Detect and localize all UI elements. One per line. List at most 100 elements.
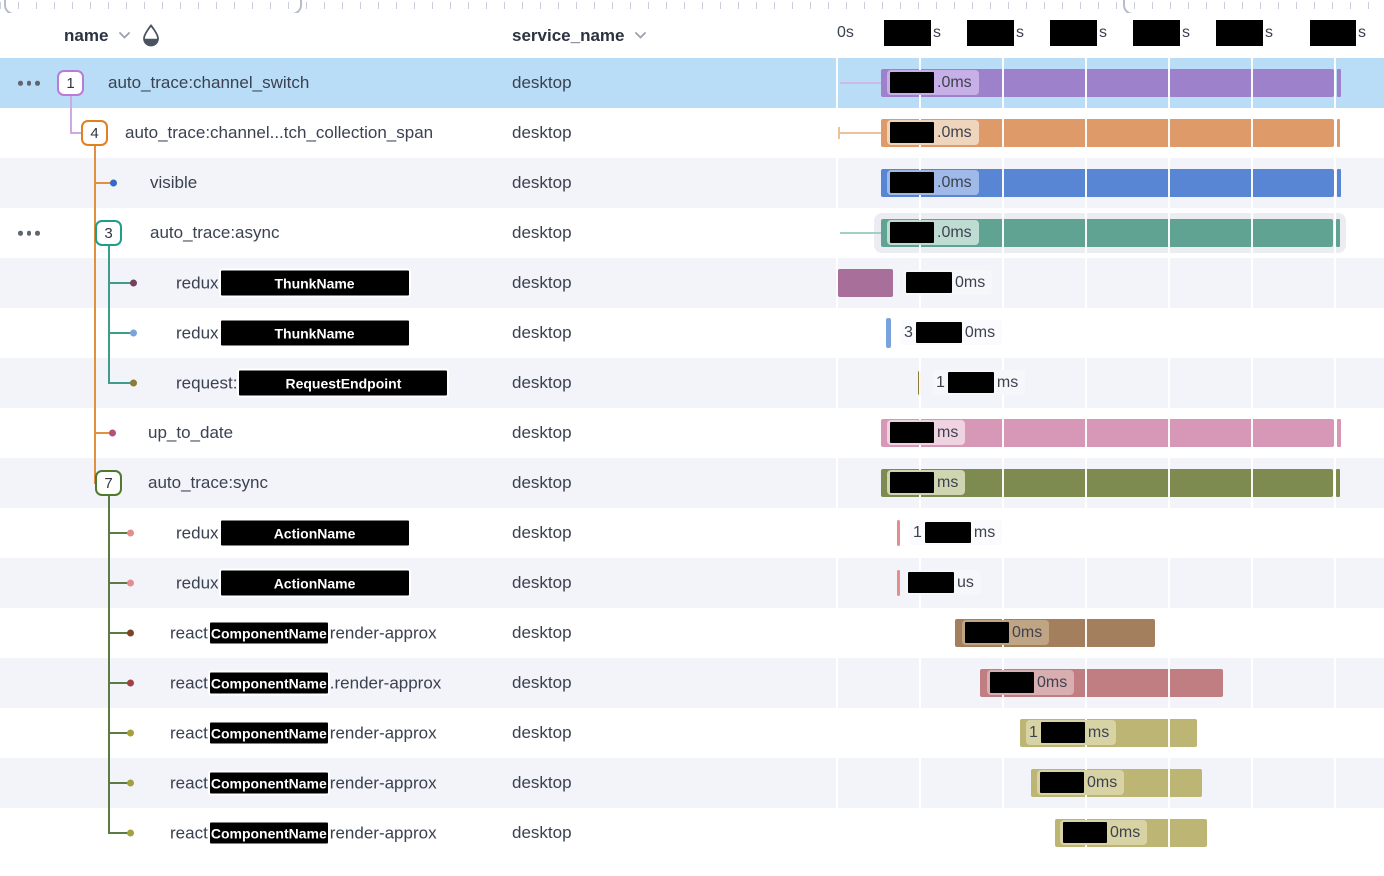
duration-label: 0ms: [987, 670, 1075, 695]
span-name: auto_trace:async: [150, 223, 279, 243]
span-name-suffix: render-approx: [329, 723, 437, 742]
duration-label: 3 0ms: [901, 320, 1003, 345]
time-tick-label: 0s: [837, 24, 854, 41]
span-row[interactable]: request: RequestEndpoint desktop 1 ms: [0, 358, 1384, 408]
span-type-dot: [127, 729, 134, 737]
service-name-value: desktop: [512, 123, 572, 142]
chevron-down-icon: [119, 32, 131, 39]
redacted-duration-box: [915, 322, 962, 343]
span-count-badge[interactable]: 4: [81, 120, 108, 146]
service-name-value: desktop: [512, 173, 572, 192]
minimap-selection-left[interactable]: [4, 0, 302, 13]
span-row[interactable]: react ComponentName render-approx desktop 1…: [0, 708, 1384, 758]
duration-label: us: [905, 570, 981, 595]
span-row[interactable]: react ComponentName render-approx desktop 0m…: [0, 608, 1384, 658]
service-name-value: desktop: [512, 523, 572, 542]
span-name: redux ActionName: [176, 518, 411, 548]
span-count-badge[interactable]: 3: [95, 220, 122, 246]
redacted-duration-box: [947, 372, 994, 393]
span-row[interactable]: 1 auto_trace:channel_switch desktop .0ms: [0, 58, 1384, 108]
span-name-text: react: [170, 773, 208, 792]
duration-bar[interactable]: [897, 570, 900, 596]
span-name-text: react: [170, 823, 208, 842]
duration-label-text: .0ms: [937, 223, 972, 241]
span-count-badge[interactable]: 1: [57, 70, 84, 96]
tree-connector: [94, 182, 112, 184]
minimap-selection-right[interactable]: [1123, 0, 1384, 13]
span-whisker-line: [838, 132, 881, 134]
name-column-header[interactable]: name: [64, 13, 161, 58]
span-row[interactable]: 4 auto_trace:channel...tch_collection_spa…: [0, 108, 1384, 158]
sort-droplet-icon[interactable]: [141, 24, 161, 47]
tree-connector: [108, 832, 129, 834]
menu-dot-icon: [26, 230, 31, 236]
redacted-name-box: ComponentName: [207, 770, 330, 796]
timeline-minimap[interactable]: [0, 0, 1384, 13]
redacted-duration-box: [890, 422, 934, 443]
span-name-text: auto_trace:channel...tch_collection_span: [125, 123, 434, 142]
duration-bar[interactable]: [838, 269, 893, 297]
service-name-value: desktop: [512, 573, 572, 592]
redacted-duration-box: [890, 172, 934, 193]
row-menu-button[interactable]: [18, 80, 40, 86]
redacted-duration-box: [890, 472, 934, 493]
span-name: auto_trace:channel_switch: [108, 73, 309, 93]
redacted-duration-box: [906, 272, 952, 293]
redacted-name-box: ActionName: [218, 568, 411, 598]
redacted-time-value: [884, 20, 931, 46]
span-row[interactable]: 7 auto_trace:sync desktop ms: [0, 458, 1384, 508]
span-row[interactable]: react ComponentName render-approx desktop 0m…: [0, 808, 1384, 858]
span-name-suffix: render-approx: [329, 623, 437, 642]
span-name: react ComponentName render-approx: [170, 720, 437, 746]
row-menu-button[interactable]: [18, 230, 40, 236]
span-type-dot: [127, 579, 134, 587]
span-name: react ComponentName render-approx: [170, 770, 437, 796]
span-name-text: up_to_date: [148, 423, 234, 442]
span-name: auto_trace:sync: [148, 473, 268, 493]
span-name-text: auto_trace:channel_switch: [108, 73, 310, 92]
duration-bar[interactable]: [918, 371, 921, 395]
service-name-value: desktop: [512, 273, 572, 292]
duration-label: 1 ms: [910, 520, 1003, 545]
tree-connector: [70, 132, 83, 134]
redacted-duration-box: [1063, 822, 1107, 843]
span-whisker-line: [840, 82, 881, 84]
duration-bar[interactable]: [886, 318, 891, 348]
tree-connector: [70, 96, 72, 134]
span-row[interactable]: redux ActionName desktop 1 ms: [0, 508, 1384, 558]
span-row[interactable]: redux ThunkName desktop 3 0ms: [0, 308, 1384, 358]
menu-dot-icon: [35, 230, 40, 236]
duration-bar-end-segment: [1337, 169, 1341, 197]
span-count-badge[interactable]: 7: [95, 470, 122, 496]
redacted-duration-box: [990, 672, 1034, 693]
table-header: name service_name 0s s s s s s s: [0, 13, 1384, 58]
redacted-duration-box: [890, 222, 934, 243]
span-row[interactable]: redux ThunkName desktop 0ms: [0, 258, 1384, 308]
span-row[interactable]: react ComponentName .render-approx desktop 0…: [0, 658, 1384, 708]
duration-label: .0ms: [887, 170, 979, 195]
span-name-text: visible: [150, 173, 198, 192]
tree-connector: [108, 496, 110, 834]
span-row[interactable]: react ComponentName render-approx desktop 0m…: [0, 758, 1384, 808]
service-column-header[interactable]: service_name: [512, 13, 647, 58]
duration-label-prefix: 1: [913, 523, 922, 541]
span-name-text: redux: [176, 573, 219, 592]
redacted-name-box: ComponentName: [207, 620, 330, 646]
redacted-name-box: ComponentName: [207, 670, 330, 696]
duration-label-text: 0ms: [1087, 773, 1118, 791]
span-row[interactable]: redux ActionName desktop us: [0, 558, 1384, 608]
duration-label-text: 0ms: [1012, 623, 1043, 641]
span-row[interactable]: up_to_date desktop ms: [0, 408, 1384, 458]
tree-connector: [94, 432, 111, 434]
service-name-value: desktop: [512, 423, 572, 442]
menu-dot-icon: [26, 80, 31, 86]
span-whisker-line: [840, 232, 881, 234]
span-row[interactable]: visible desktop .0ms: [0, 158, 1384, 208]
span-row[interactable]: 3 auto_trace:async desktop .0ms: [0, 208, 1384, 258]
duration-bar[interactable]: [897, 520, 900, 546]
service-name-value: desktop: [512, 473, 572, 492]
service-name-value: desktop: [512, 823, 572, 842]
span-name: request: RequestEndpoint: [176, 368, 450, 398]
duration-label: 0ms: [1060, 820, 1148, 845]
